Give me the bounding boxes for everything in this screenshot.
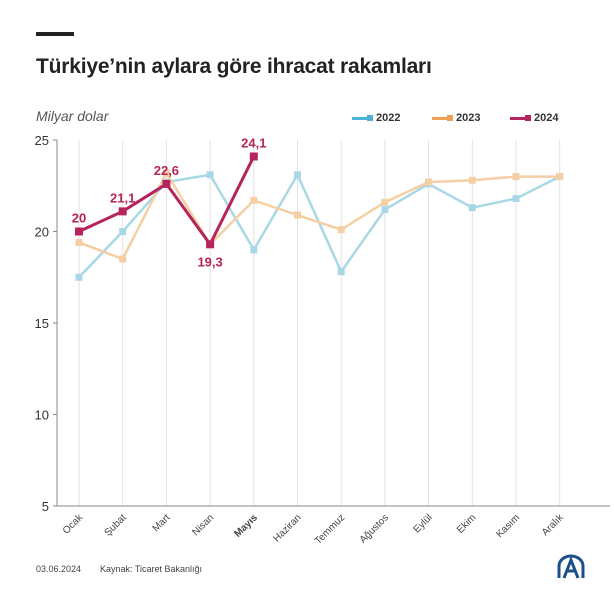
y-tick-label: 20 [35,225,49,240]
footer-date: 03.06.2024 [36,564,82,574]
data-point-2024 [75,227,83,236]
y-tick-label: 25 [35,133,49,148]
data-point-2023 [119,255,127,263]
data-point-2023 [75,238,83,246]
x-tick-label: Kasım [494,512,522,540]
data-label: 22,6 [154,163,179,178]
data-point-2024 [162,179,171,188]
x-tick-label: Eylül [412,512,435,535]
x-tick-label: Haziran [271,512,303,544]
data-point-2023 [162,169,170,177]
x-tick-label: Ekim [455,512,479,536]
data-point-2022 [294,171,301,179]
series-line-2023 [78,171,560,261]
data-point-2022 [381,206,389,214]
legend-item-2023: 2023 [432,112,480,124]
data-label: 21,1 [110,190,135,205]
data-point-2023 [381,198,389,206]
data-point-2024 [249,152,258,161]
legend-swatch-2022 [352,114,373,121]
y-axis-label: Milyar dolar [36,108,109,124]
y-tick-label: 10 [35,408,49,423]
x-tick-label: Temmuz [313,512,348,547]
data-point-2024 [118,207,127,216]
legend-label-2024: 2024 [534,112,559,124]
x-tick-label: Nisan [190,512,216,538]
data-point-2023 [512,173,520,181]
y-tick-label: 15 [35,316,49,331]
legend-item-2024: 2024 [510,112,558,124]
legend-swatch-2023 [432,114,453,121]
series-line-2022 [78,173,561,279]
data-point-2022 [337,268,345,276]
data-point-2023 [425,178,433,186]
aa-logo-icon [557,554,585,579]
data-point-2023 [468,176,476,184]
data-point-2024 [206,240,215,249]
data-point-2022 [468,204,476,212]
data-point-2022 [119,228,127,235]
legend-item-2022: 2022 [352,112,400,124]
legend-swatch-2024 [510,114,531,121]
data-label: 19,3 [197,254,222,269]
data-point-2023 [294,211,301,219]
y-tick-label: 5 [42,499,49,514]
x-tick-label: Aralık [540,512,567,539]
x-tick-label: Şubat [103,512,129,538]
footer-source: Kaynak: Ticaret Bakanlığı [100,564,203,574]
legend-label-2022: 2022 [376,112,401,124]
x-tick-label: Mayıs [232,512,260,540]
x-tick-label: Mart [151,512,173,534]
x-tick-label: Ağustos [358,512,391,545]
data-point-2023 [250,196,258,204]
data-label: 20 [72,211,86,226]
title-accent-bar [36,32,74,36]
x-tick-label: Ocak [61,512,86,537]
data-point-2022 [75,273,83,281]
chart-title: Türkiye’nin aylara göre ihracat rakamlar… [36,55,432,78]
data-point-2022 [206,171,214,179]
data-point-2022 [250,246,258,254]
legend-label-2023: 2023 [456,112,481,124]
data-point-2022 [512,195,520,203]
data-label: 24,1 [241,135,266,150]
data-point-2023 [556,173,564,181]
data-point-2023 [337,226,345,234]
